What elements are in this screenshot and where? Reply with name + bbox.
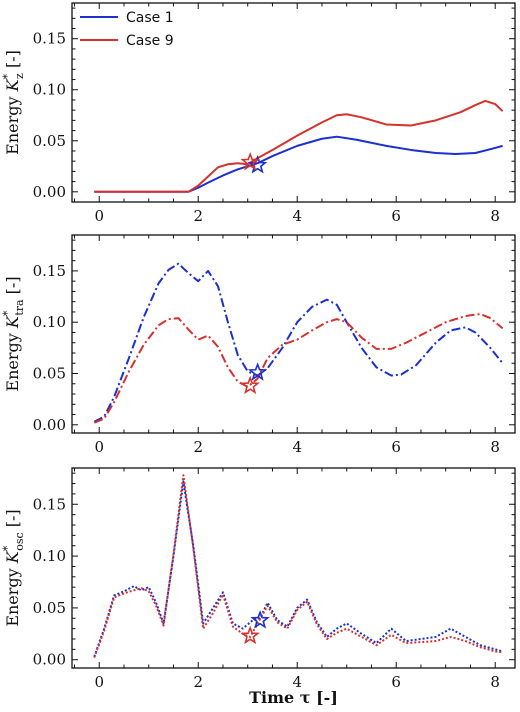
x-tick-label: 4 <box>292 673 302 691</box>
y-tick-label: 0.10 <box>33 547 66 565</box>
plot-frame <box>71 467 516 669</box>
panel-3: 0 2 4 6 8 0.00 0.05 0.10 0.15 Energy K*osc [-] <box>1 467 516 691</box>
legend-label-case-9: Case 9 <box>126 33 174 49</box>
x-tick-label: 6 <box>391 438 401 456</box>
series-line-case-9 <box>93 312 504 424</box>
series-line-case-1 <box>93 262 504 423</box>
y-axis-label: Energy K*z [-] <box>1 50 26 155</box>
x-tick-label: 2 <box>193 207 203 225</box>
legend: Case 1 Case 9 <box>80 10 174 49</box>
x-axis-label: Time τ [-] <box>249 688 338 707</box>
y-tick-label: 0.15 <box>33 262 66 280</box>
y-tick-label: 0.00 <box>33 416 66 434</box>
y-tick-label: 0.05 <box>33 132 66 150</box>
y-axis-label: Energy K*osc [-] <box>1 509 26 626</box>
panel-2: 0 2 4 6 8 0.00 0.05 0.10 0.15 Energy K*tra [-] <box>1 234 516 456</box>
y-tick-label: 0.15 <box>33 30 66 48</box>
star-marker-case-1 <box>247 362 268 381</box>
panel-1: 0 2 4 6 8 0.00 0.05 0.10 0.15 Energy K*z [-] <box>1 2 516 225</box>
x-tick-label: 8 <box>490 207 500 225</box>
x-tick-label: 0 <box>94 207 104 225</box>
plot-frame <box>71 2 516 203</box>
star-marker-case-9 <box>240 625 260 645</box>
y-tick-label: 0.10 <box>33 313 66 331</box>
x-tick-label: 8 <box>490 438 500 456</box>
star-marker-case-9 <box>240 375 260 395</box>
y-tick-label: 0.05 <box>33 364 66 382</box>
x-tick-label: 2 <box>193 438 203 456</box>
x-tick-label: 6 <box>391 673 401 691</box>
star-marker-case-1 <box>250 610 270 629</box>
star-marker-case-1 <box>247 155 268 174</box>
x-tick-label: 8 <box>490 673 500 691</box>
legend-label-case-1: Case 1 <box>126 10 174 26</box>
series-line-case-1 <box>94 135 503 193</box>
y-axis-label: Energy K*tra [-] <box>1 276 26 391</box>
series-line-case-9 <box>94 99 504 193</box>
x-tick-label: 6 <box>391 207 401 225</box>
y-tick-label: 0.10 <box>33 81 66 99</box>
series-line-case-1 <box>93 480 503 657</box>
series-line-case-9 <box>93 474 503 658</box>
y-tick-label: 0.05 <box>33 599 66 617</box>
x-tick-label: 4 <box>292 438 302 456</box>
y-tick-label: 0.15 <box>33 495 66 513</box>
x-tick-label: 0 <box>94 673 104 691</box>
y-tick-label: 0.00 <box>33 183 66 201</box>
plot-frame <box>71 234 516 434</box>
y-tick-label: 0.00 <box>33 651 66 669</box>
x-tick-label: 4 <box>292 207 302 225</box>
x-tick-label: 2 <box>193 673 203 691</box>
star-marker-case-9 <box>240 151 260 171</box>
x-tick-label: 0 <box>94 438 104 456</box>
